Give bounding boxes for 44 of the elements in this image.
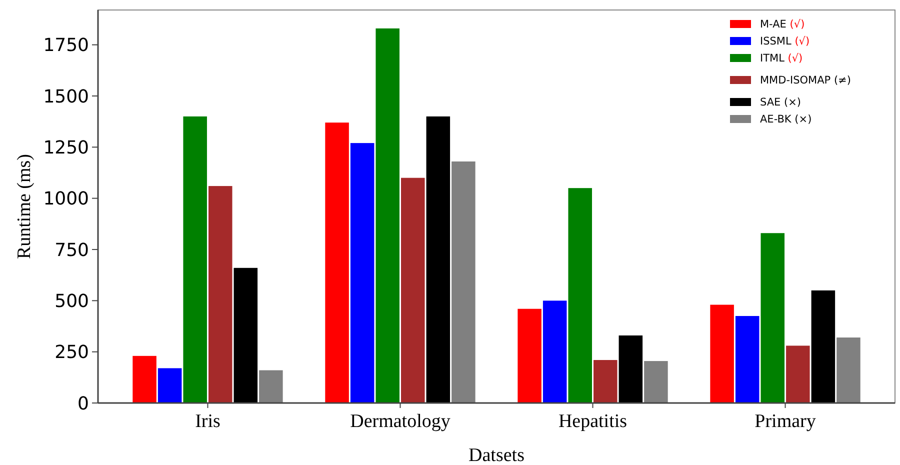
bar: [183, 116, 207, 403]
legend-label: AE-BK (×): [760, 114, 812, 126]
bar: [836, 338, 860, 403]
bar: [208, 186, 232, 403]
legend-label: M-AE (√): [760, 18, 805, 31]
bar: [426, 116, 450, 403]
x-tick-label: Iris: [195, 411, 220, 432]
y-tick-label: 1000: [43, 188, 89, 210]
bar: [618, 335, 643, 403]
bar: [568, 188, 592, 403]
bar: [760, 233, 785, 403]
legend-label: ITML (√): [760, 52, 803, 65]
y-tick-label: 750: [54, 240, 89, 261]
legend-label: SAE (×): [760, 96, 802, 109]
y-tick-label: 1750: [43, 35, 89, 56]
x-tick-label: Hepatitis: [558, 411, 628, 432]
x-tick-label: Dermatology: [350, 411, 451, 432]
bar: [518, 308, 542, 403]
bar: [325, 122, 349, 403]
legend-label: ISSML (√): [760, 36, 810, 48]
bar: [644, 361, 668, 403]
x-axis-title: Datsets: [468, 445, 524, 465]
y-tick-label: 0: [78, 393, 89, 414]
bar: [710, 304, 734, 403]
bar: [259, 370, 283, 403]
bar: [542, 300, 567, 403]
y-tick-label: 1500: [43, 86, 89, 108]
bar: [735, 316, 760, 403]
y-tick-label: 250: [54, 342, 89, 364]
y-tick-label: 1250: [43, 137, 89, 158]
y-axis-title: Runtime (ms): [14, 154, 35, 260]
y-tick-label: 500: [54, 290, 89, 312]
legend-label: MMD-ISOMAP (≠): [760, 74, 851, 87]
bar: [234, 268, 258, 403]
bar: [401, 178, 425, 403]
bar: [452, 161, 476, 403]
bar: [350, 143, 374, 403]
bar: [376, 28, 400, 403]
bar: [811, 290, 836, 403]
bar: [786, 346, 810, 403]
bar: [132, 356, 156, 403]
x-tick-label: Primary: [754, 411, 816, 432]
bar: [594, 360, 618, 403]
bar: [158, 368, 182, 403]
